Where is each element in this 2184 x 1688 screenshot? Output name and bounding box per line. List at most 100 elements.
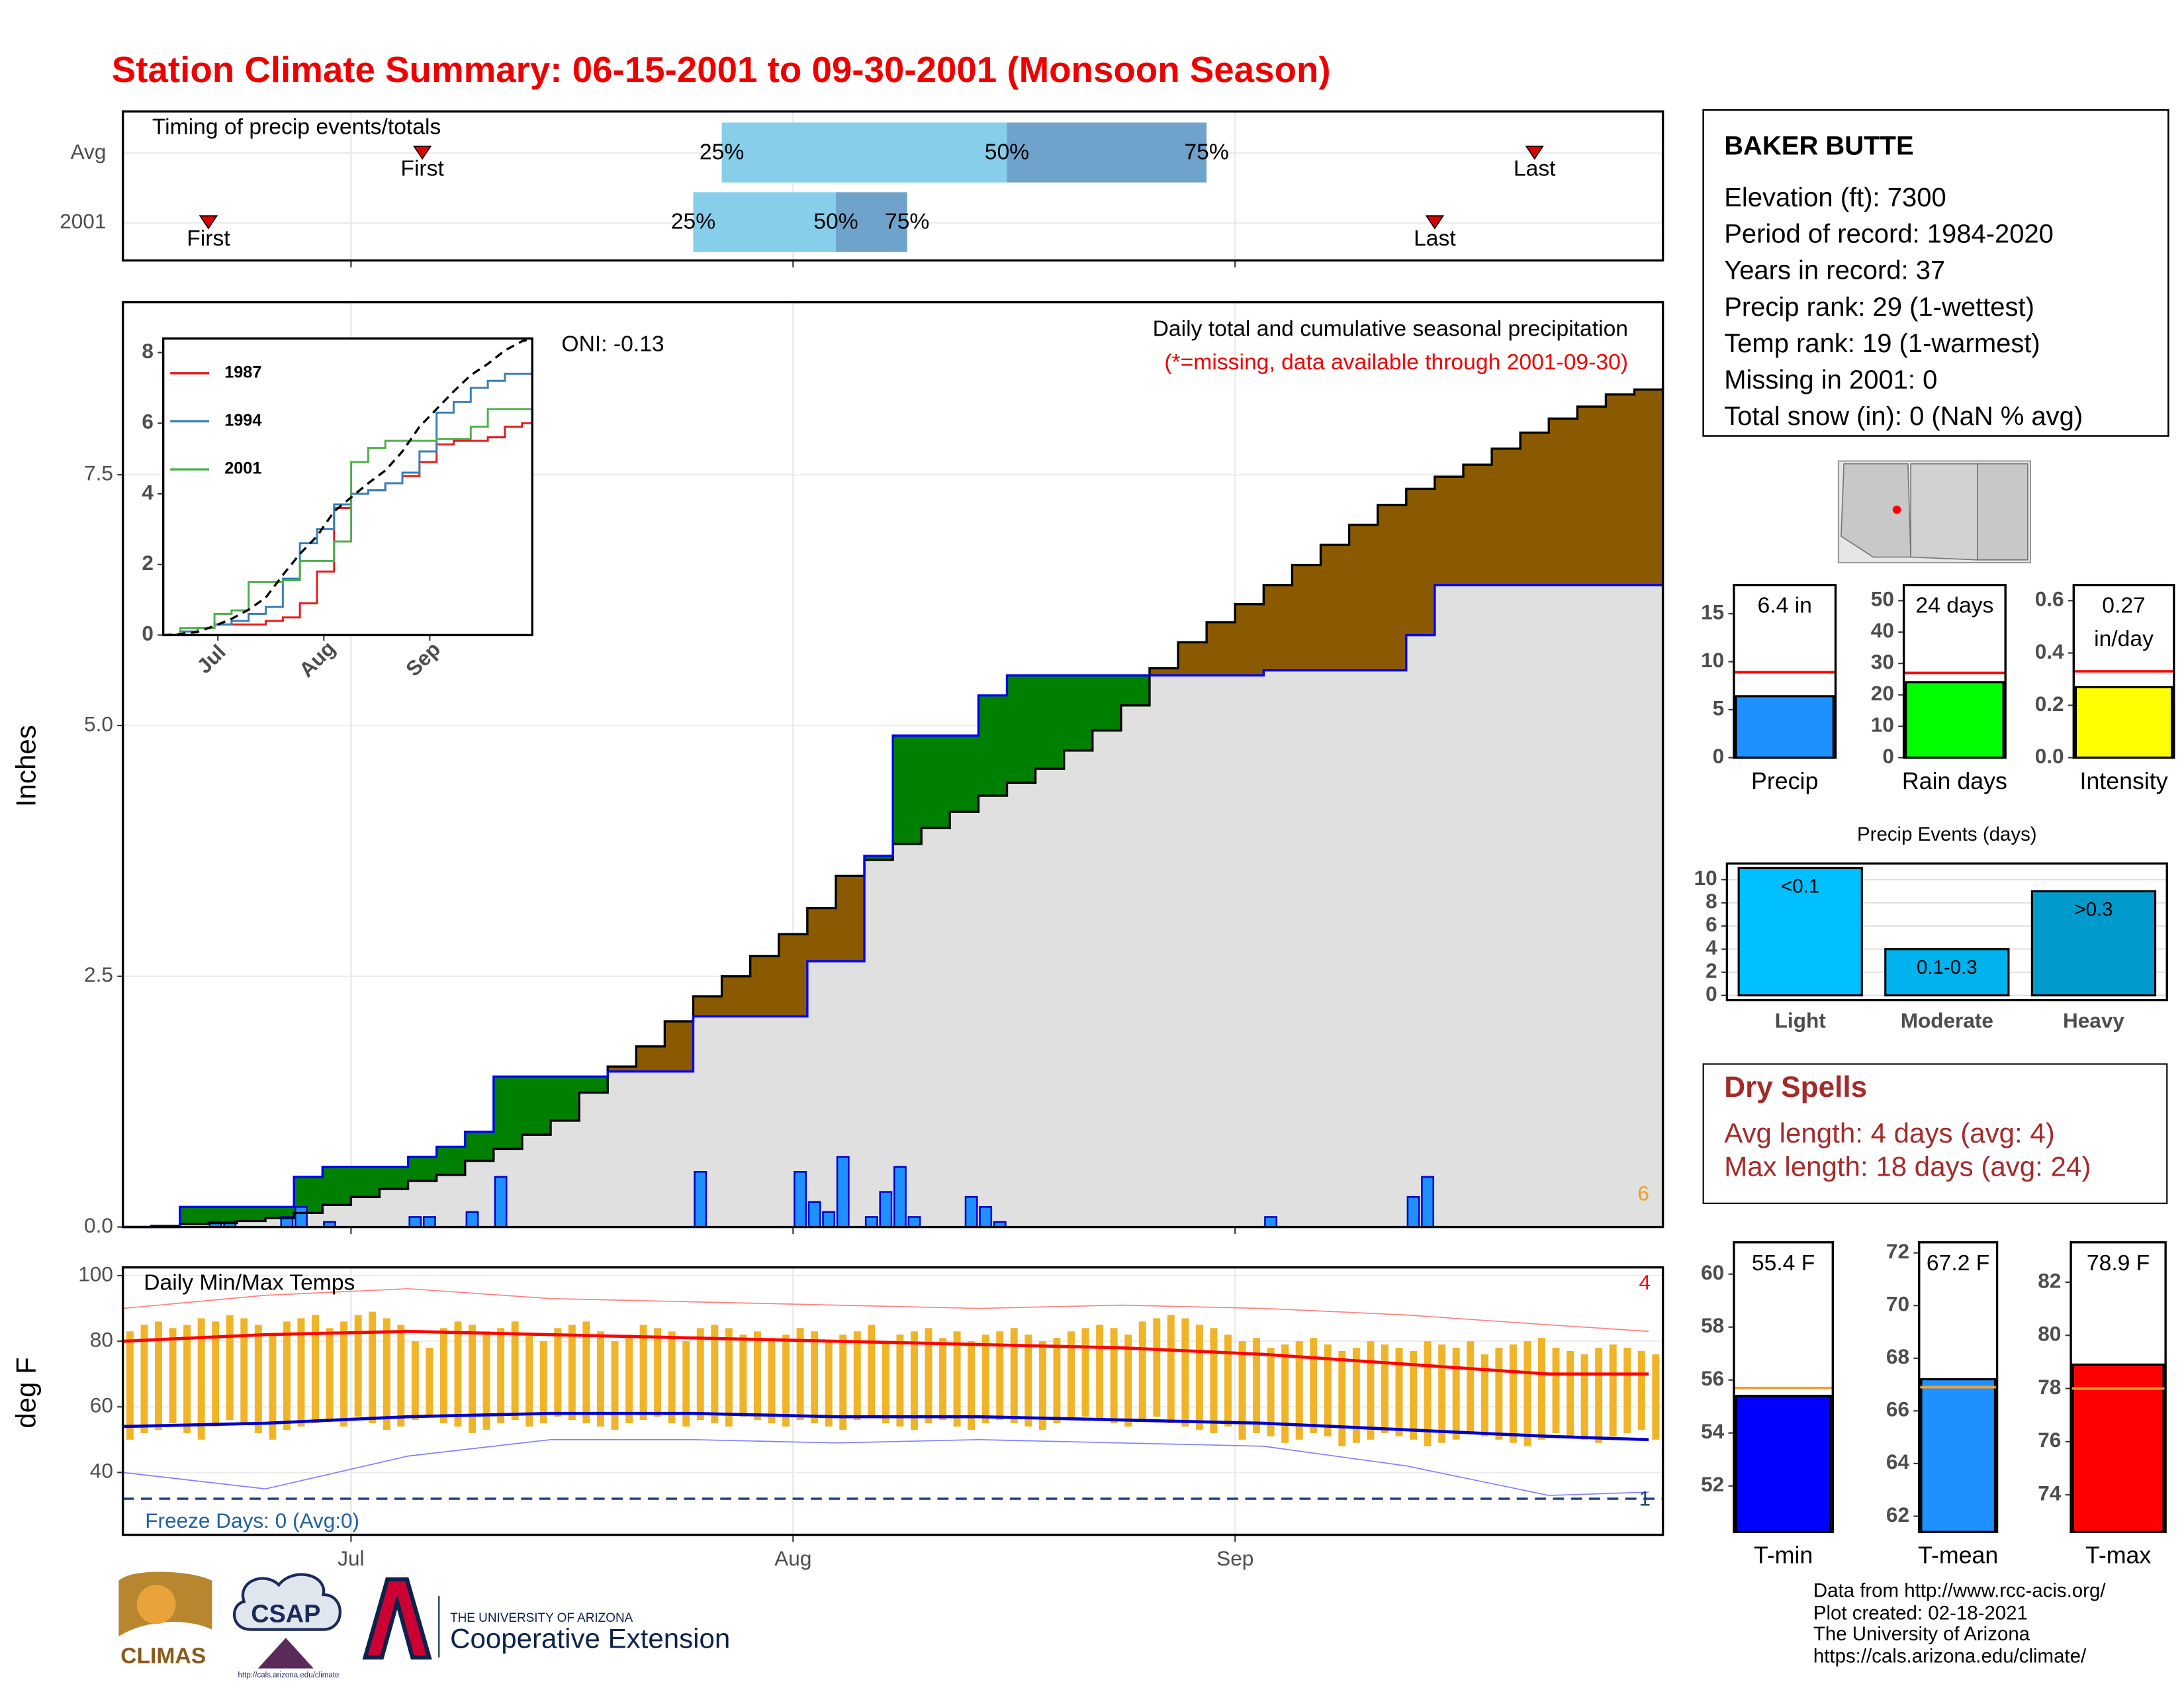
temp-range-bar: [1195, 1325, 1203, 1430]
temp-range-bar: [269, 1335, 277, 1440]
temp-range-bar: [554, 1328, 562, 1417]
temp-range-bar: [1438, 1344, 1446, 1443]
temp-range-bar: [682, 1341, 690, 1427]
x-tick-label: Jul: [338, 1546, 364, 1570]
panel-title: Timing of precip events/totals: [152, 115, 441, 139]
quantile-label: 25%: [671, 210, 715, 234]
y-tick-label: 64: [1886, 1450, 1910, 1474]
bar: [2071, 1363, 2165, 1533]
temp-range-bar: [212, 1321, 220, 1427]
temp-range-bar: [1338, 1350, 1346, 1446]
timing-segment: [721, 122, 1007, 183]
temp-range-bar: [1153, 1318, 1161, 1417]
y-tick-label: 0: [1882, 744, 1894, 768]
count-label: 6: [1637, 1182, 1649, 1205]
legend-label: 2001: [224, 459, 261, 478]
temp-range-bar: [968, 1341, 976, 1430]
temp-range-bar: [525, 1335, 533, 1427]
temp-range-bar: [868, 1325, 876, 1417]
daily-bar: [864, 1216, 878, 1228]
temp-range-bar: [169, 1328, 177, 1424]
temp-range-bar: [1281, 1344, 1289, 1443]
legend-label: 1987: [224, 363, 261, 382]
y-tick-label: 68: [1886, 1344, 1909, 1368]
credits: Data from http://www.rcc-acis.org/ Plot …: [1813, 1580, 2106, 1667]
category-label: Precip: [1751, 768, 1818, 794]
temp-range-bar: [782, 1335, 790, 1427]
daily-bar: [836, 1156, 850, 1228]
temp-range-bar: [568, 1325, 576, 1421]
value-label-box: 78.9 F: [2087, 1252, 2150, 1276]
y-tick-label: 0.2: [2035, 692, 2064, 716]
panel-title: Daily total and cumulative seasonal prec…: [1153, 317, 1628, 342]
temp-range-bar: [882, 1341, 889, 1424]
y-axis-label: Inches: [11, 725, 42, 807]
y-tick-label: 15: [1701, 600, 1724, 624]
temp-range-bar: [1552, 1348, 1560, 1433]
temp-range-bar: [1410, 1350, 1418, 1440]
temp-range-bar: [1267, 1348, 1275, 1436]
value-label-box: 6.4 in: [1758, 594, 1812, 618]
daily-bar: [893, 1166, 907, 1228]
credit-line: Data from http://www.rcc-acis.org/: [1813, 1580, 2106, 1602]
temp-range-bar: [1567, 1350, 1574, 1436]
category-label: T-max: [2085, 1542, 2151, 1569]
temp-range-bar: [896, 1335, 904, 1427]
panel-frame: [121, 1266, 1664, 1536]
y-tick-label: 72: [1886, 1239, 1909, 1263]
y-tick-label: 40: [1871, 618, 1894, 642]
y-tick-label: 76: [2038, 1428, 2061, 1452]
y-tick-label: 2: [142, 551, 154, 575]
dry-spells-title: Dry Spells: [1724, 1071, 1867, 1103]
temp-range-bar: [1524, 1341, 1531, 1446]
station-name: BAKER BUTTE: [1724, 132, 1913, 161]
y-tick-label: 6: [1706, 912, 1717, 936]
inset-line: [163, 337, 533, 637]
map-region: [1841, 463, 1911, 558]
temp-line: [122, 1438, 1649, 1496]
temp-range-bar: [497, 1328, 505, 1424]
credit-line: Plot created: 02-18-2021: [1813, 1602, 2028, 1624]
temp-range-bar: [1623, 1348, 1631, 1433]
y-tick-label: 2: [1706, 959, 1717, 982]
temp-range-bar: [482, 1331, 490, 1430]
daily-bar: [794, 1170, 807, 1228]
y-tick-label: 7.5: [84, 461, 113, 485]
panel-frame: [1725, 862, 2168, 1002]
value-label-box: 55.4 F: [1752, 1252, 1815, 1276]
map-region: [1977, 463, 2028, 561]
temp-range-bar: [1024, 1335, 1032, 1427]
temp-range-bar: [1609, 1344, 1617, 1436]
temp-range-bar: [596, 1331, 604, 1427]
panel-frame: [2070, 1241, 2167, 1534]
temp-range-bar: [768, 1338, 776, 1424]
event-marker: [199, 215, 218, 230]
timing-segment: [1007, 122, 1207, 183]
daily-bar: [694, 1170, 707, 1228]
station-line: Elevation (ft): 7300: [1724, 183, 1946, 212]
station-line: Period of record: 1984-2020: [1724, 220, 2054, 249]
quantile-label: 75%: [1184, 140, 1228, 164]
temp-range-bar: [1352, 1348, 1360, 1443]
dry-spells-line: Avg length: 4 days (avg: 4): [1724, 1117, 2055, 1149]
logo-text: THE UNIVERSITY OF ARIZONA: [450, 1611, 633, 1625]
temp-range-bar: [939, 1338, 947, 1421]
value-label: 67.2 F: [1926, 1252, 1990, 1276]
y-tick-label: 0.0: [84, 1213, 113, 1237]
y-tick-label: 6: [142, 410, 154, 434]
daily-bar: [494, 1176, 508, 1228]
temp-range-bar: [711, 1325, 719, 1424]
temp-range-bar: [383, 1318, 390, 1430]
daily-bar: [879, 1191, 893, 1228]
bar: [2030, 890, 2157, 997]
bar: [1905, 681, 2005, 759]
temp-range-bar: [1081, 1328, 1089, 1417]
temp-range-bar: [1580, 1354, 1588, 1440]
inset-line: [163, 408, 533, 636]
temp-line: [122, 1288, 1649, 1333]
panel-title: Daily Min/Max Temps: [144, 1271, 355, 1295]
temp-range-bar: [426, 1348, 433, 1417]
y-tick-label: Avg: [71, 140, 107, 164]
temp-range-bar: [1480, 1354, 1488, 1436]
daily-bar: [422, 1216, 436, 1228]
